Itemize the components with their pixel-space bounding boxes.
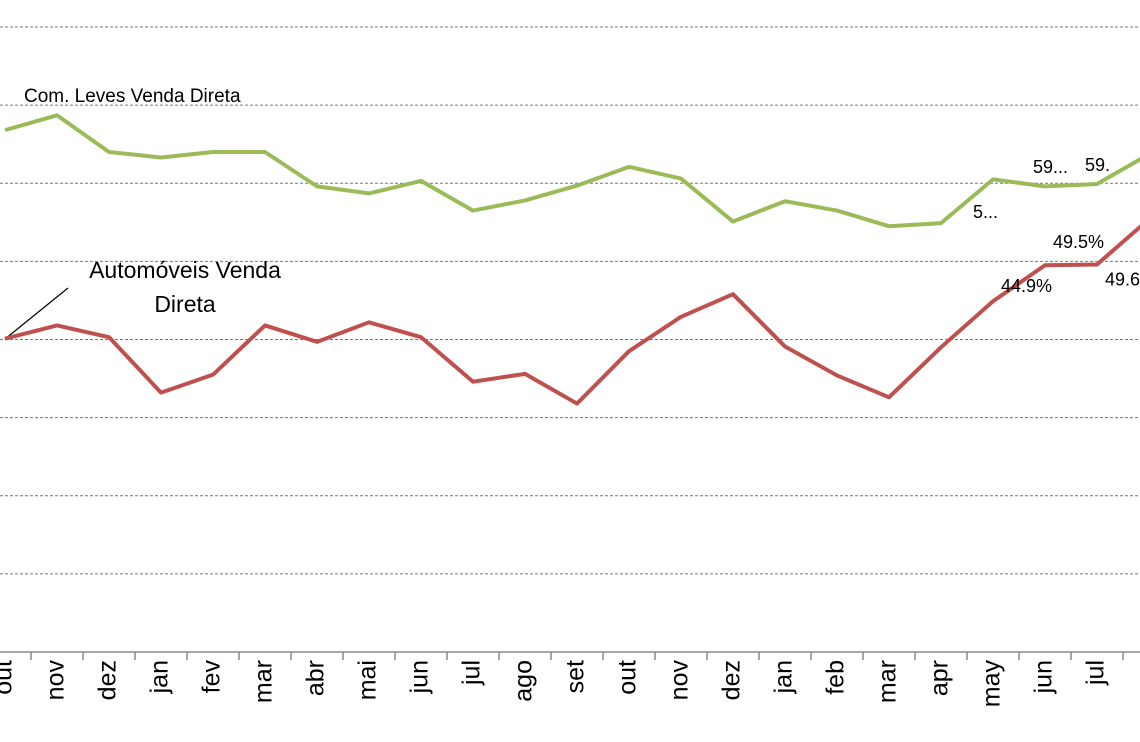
x-tick-label: jun [406, 660, 434, 694]
series-label: Com. Leves Venda Direta [24, 86, 241, 107]
data-label: 44.9% [1001, 276, 1052, 296]
x-tick-label: out [614, 660, 642, 695]
x-tick-label: mar [250, 660, 278, 703]
x-tick-label: dez [718, 660, 746, 700]
series-label: Automóveis Venda Direta [89, 257, 281, 317]
data-label: 5... [973, 202, 998, 222]
data-label: 59. [1085, 155, 1110, 175]
x-tick-label: dez [94, 660, 122, 700]
x-tick-label: nov [666, 660, 694, 701]
x-tick-label: jan [146, 660, 174, 694]
x-tick-label: abr [302, 660, 330, 696]
x-tick-label: set [562, 660, 590, 693]
line [4, 113, 1140, 229]
series-label-line: Automóveis Venda [89, 257, 281, 283]
x-tick-label: nov [42, 660, 70, 701]
x-tick-label: out [0, 660, 18, 695]
line [4, 224, 1140, 406]
x-tick-label: mai [354, 660, 382, 700]
x-tick-label: jan [770, 660, 798, 694]
data-label: 59... [1033, 157, 1068, 177]
x-tick-label: jul [1082, 660, 1110, 686]
x-tick-label: apr [926, 660, 954, 696]
x-tick-label: jun [1030, 660, 1058, 694]
x-tick-label: fev [198, 660, 226, 694]
x-tick-label: mar [874, 660, 902, 703]
leader-line [4, 287, 69, 340]
x-tick-label: ago [510, 660, 538, 702]
series-label-line: Direta [154, 291, 216, 317]
data-label: 49.5% [1053, 232, 1104, 252]
x-tick-label: may [978, 660, 1006, 708]
x-tick-label: jul [458, 660, 486, 686]
x-tick-label: feb [822, 660, 850, 695]
data-label: 49.6 [1105, 269, 1140, 289]
